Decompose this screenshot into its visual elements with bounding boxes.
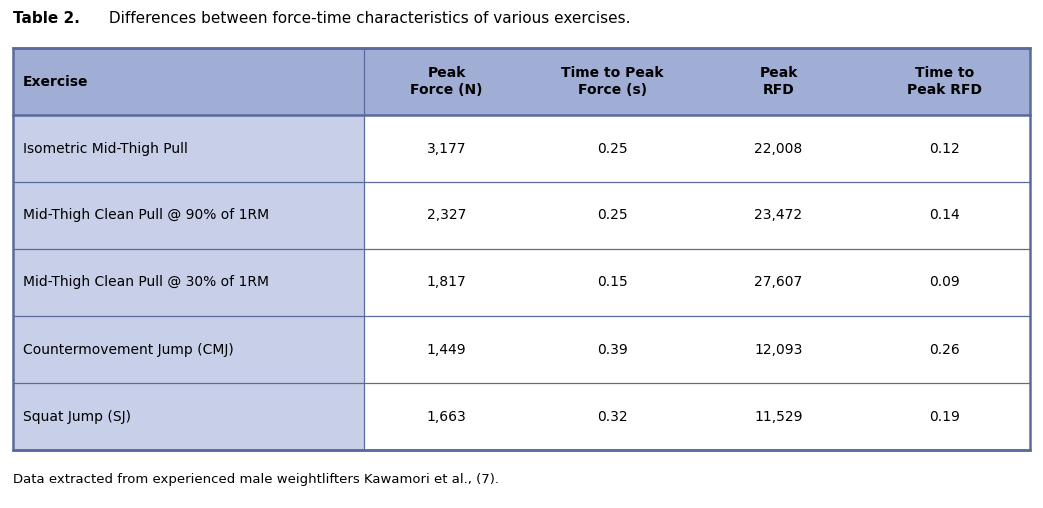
Text: Peak
Force (N): Peak Force (N)	[411, 67, 483, 97]
Text: 1,817: 1,817	[427, 275, 466, 290]
Text: 0.39: 0.39	[598, 342, 628, 357]
Text: 0.25: 0.25	[598, 208, 628, 223]
Text: 0.19: 0.19	[929, 409, 960, 424]
Text: Data extracted from experienced male weightlifters Kawamori et al., (7).: Data extracted from experienced male wei…	[13, 473, 499, 486]
Text: 12,093: 12,093	[754, 342, 803, 357]
Text: 23,472: 23,472	[754, 208, 803, 223]
Text: Time to Peak
Force (s): Time to Peak Force (s)	[561, 67, 663, 97]
Text: Exercise: Exercise	[23, 75, 89, 88]
Text: Peak
RFD: Peak RFD	[759, 67, 798, 97]
Text: 11,529: 11,529	[754, 409, 803, 424]
Text: 0.09: 0.09	[929, 275, 960, 290]
Bar	[13, 115, 364, 182]
Text: 1,663: 1,663	[427, 409, 466, 424]
Bar	[13, 383, 364, 450]
Text: 0.26: 0.26	[929, 342, 960, 357]
Text: Mid-Thigh Clean Pull @ 90% of 1RM: Mid-Thigh Clean Pull @ 90% of 1RM	[23, 208, 269, 223]
Text: Mid-Thigh Clean Pull @ 30% of 1RM: Mid-Thigh Clean Pull @ 30% of 1RM	[23, 275, 269, 290]
Text: Squat Jump (SJ): Squat Jump (SJ)	[23, 409, 131, 424]
Text: 27,607: 27,607	[754, 275, 803, 290]
Text: 0.25: 0.25	[598, 142, 628, 155]
Text: Time to
Peak RFD: Time to Peak RFD	[907, 67, 981, 97]
Text: Differences between force-time characteristics of various exercises.: Differences between force-time character…	[104, 11, 631, 26]
Bar	[13, 182, 364, 249]
Text: 0.12: 0.12	[929, 142, 960, 155]
Text: 1,449: 1,449	[427, 342, 466, 357]
Text: 3,177: 3,177	[427, 142, 466, 155]
Text: 22,008: 22,008	[754, 142, 803, 155]
Text: Isometric Mid-Thigh Pull: Isometric Mid-Thigh Pull	[23, 142, 188, 155]
Text: 0.32: 0.32	[598, 409, 628, 424]
Bar	[13, 48, 1030, 115]
Text: Countermovement Jump (CMJ): Countermovement Jump (CMJ)	[23, 342, 234, 357]
Bar	[13, 48, 1030, 450]
Text: Table 2.: Table 2.	[13, 11, 79, 26]
Bar	[13, 316, 364, 383]
Bar	[13, 249, 364, 316]
Text: 2,327: 2,327	[427, 208, 466, 223]
Text: 0.14: 0.14	[929, 208, 960, 223]
Text: 0.15: 0.15	[598, 275, 628, 290]
